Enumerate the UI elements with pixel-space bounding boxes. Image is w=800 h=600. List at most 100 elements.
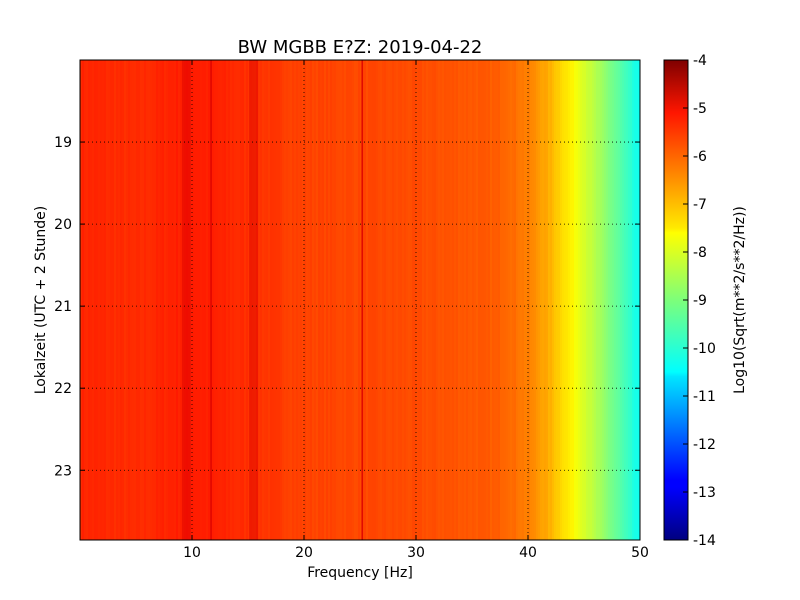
- spectrogram-column: [408, 60, 411, 540]
- spectrogram-column: [574, 60, 577, 540]
- spectrogram-column: [264, 60, 267, 540]
- spectrogram-column: [474, 60, 477, 540]
- spectrogram-column: [626, 60, 629, 540]
- spectrogram-column: [588, 60, 591, 540]
- spectrogram-column: [280, 60, 283, 540]
- spectrogram-column: [576, 60, 579, 540]
- spectrogram-column: [492, 60, 495, 540]
- spectrogram-column: [98, 60, 101, 540]
- spectrogram-column: [178, 60, 181, 540]
- spectrogram-column: [382, 60, 385, 540]
- spectrogram-column: [462, 60, 465, 540]
- spectrogram-column: [636, 60, 639, 540]
- spectrogram-column: [428, 60, 431, 540]
- spectrogram-column: [116, 60, 119, 540]
- spectrogram-column: [114, 60, 117, 540]
- spectrogram-column: [356, 60, 359, 540]
- spectrogram-column: [126, 60, 129, 540]
- spectrogram-column: [366, 60, 369, 540]
- spectrogram-column: [254, 60, 257, 540]
- spectrogram-column: [480, 60, 483, 540]
- spectrogram-column: [434, 60, 437, 540]
- spectrogram-column: [570, 60, 573, 540]
- spectrogram-column: [390, 60, 393, 540]
- spectrogram-column: [278, 60, 281, 540]
- spectrogram-column: [464, 60, 467, 540]
- spectrogram-column: [158, 60, 161, 540]
- spectrogram-column: [350, 60, 353, 540]
- spectrogram-column: [216, 60, 219, 540]
- spectrogram-column: [374, 60, 377, 540]
- spectrogram-column: [244, 60, 247, 540]
- spectrogram-column: [300, 60, 303, 540]
- spectrogram-column: [354, 60, 357, 540]
- spectrogram-column: [454, 60, 457, 540]
- spectrogram-column: [176, 60, 179, 540]
- spectrogram-column: [370, 60, 373, 540]
- spectrogram-column: [506, 60, 509, 540]
- spectrogram-column: [274, 60, 277, 540]
- spectrogram-column: [534, 60, 537, 540]
- spectrogram-column: [232, 60, 235, 540]
- spectrogram-column: [460, 60, 463, 540]
- spectrogram-column: [412, 60, 415, 540]
- spectrogram-column: [228, 60, 231, 540]
- spectrogram-column: [426, 60, 429, 540]
- spectrogram-column: [236, 60, 239, 540]
- spectrogram-column: [168, 60, 171, 540]
- spectrogram-column: [638, 60, 640, 540]
- spectrogram-column: [494, 60, 497, 540]
- colorbar-tick-label: -9: [693, 293, 707, 309]
- spectrogram-column: [558, 60, 561, 540]
- spectrogram-column: [272, 60, 275, 540]
- spectrogram-column: [334, 60, 337, 540]
- x-tick-label: 40: [519, 545, 537, 561]
- spectrogram-column: [586, 60, 589, 540]
- spectrogram-column: [466, 60, 469, 540]
- spectrogram-column: [134, 60, 137, 540]
- spectrogram-column: [380, 60, 383, 540]
- chart-title: BW MGBB E?Z: 2019-04-22: [238, 37, 483, 58]
- spectrogram-column: [416, 60, 419, 540]
- colorbar-label: Log10(Sqrt(m**2/s**2/Hz)): [732, 206, 748, 394]
- grid: [80, 60, 640, 540]
- spectrogram-column: [242, 60, 245, 540]
- spectrogram-column: [298, 60, 301, 540]
- spectrogram-column: [456, 60, 459, 540]
- spectrogram-column: [352, 60, 355, 540]
- spectrogram-column: [518, 60, 521, 540]
- spectrogram-column: [362, 60, 365, 540]
- spectrogram-column: [266, 60, 269, 540]
- spectrogram-column: [582, 60, 585, 540]
- spectrogram-column: [424, 60, 427, 540]
- spectrogram-column: [628, 60, 631, 540]
- spectrogram-column: [542, 60, 545, 540]
- spectrogram-column: [294, 60, 297, 540]
- spectrogram-column: [322, 60, 325, 540]
- spectrogram-column: [364, 60, 367, 540]
- spectrogram-column: [80, 60, 83, 540]
- spectrogram-column: [152, 60, 155, 540]
- spectrogram-column: [290, 60, 293, 540]
- spectrogram-column: [124, 60, 127, 540]
- spectrogram-column: [240, 60, 243, 540]
- spectrogram-column: [406, 60, 409, 540]
- spectrogram-column: [182, 60, 185, 540]
- spectrogram-column: [432, 60, 435, 540]
- spectrogram-column: [92, 60, 95, 540]
- spectrogram-column: [238, 60, 241, 540]
- spectrogram-column: [502, 60, 505, 540]
- spectrogram-column: [142, 60, 145, 540]
- spectrogram-column: [308, 60, 311, 540]
- x-tick-label: 30: [407, 545, 425, 561]
- spectrogram-column: [276, 60, 279, 540]
- spectrogram-column: [418, 60, 421, 540]
- colorbar-tick-label: -13: [693, 485, 716, 501]
- spectrogram-column: [246, 60, 249, 540]
- spectrogram-column: [496, 60, 499, 540]
- x-axis-label: Frequency [Hz]: [307, 565, 413, 581]
- spectrogram-column: [448, 60, 451, 540]
- x-tick-label: 10: [183, 545, 201, 561]
- spectrogram-column: [268, 60, 271, 540]
